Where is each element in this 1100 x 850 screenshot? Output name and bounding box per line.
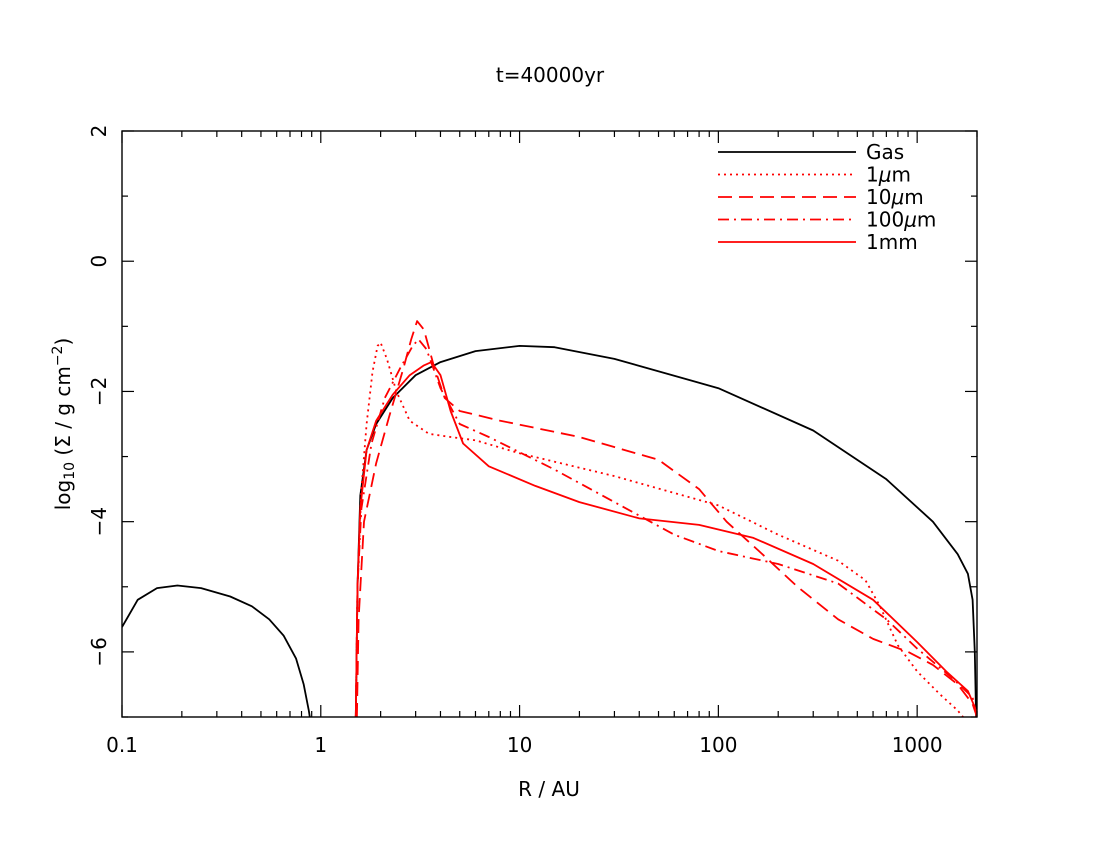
x-axis-label: R / AU [518,777,580,801]
x-tick-label: 0.1 [106,733,138,757]
y-axis-label-mid: (Σ / g cm [51,366,75,462]
y-axis-label-sub: 10 [62,462,78,480]
legend-label-2: 10μm [866,185,924,209]
y-axis-label-prefix: log [51,480,75,511]
x-tick-label: 10 [507,733,532,757]
y-tick-label: −6 [87,637,111,666]
y-tick-label: −4 [87,507,111,536]
series-line-1-seg-0 [354,341,964,717]
series-line-0-seg-0 [122,584,311,717]
y-tick-label: 0 [87,255,111,268]
legend-label-4: 1mm [866,230,918,254]
x-tick-label: 1 [314,733,327,757]
y-axis-label-sup: −2 [50,346,66,367]
series-line-3-seg-0 [354,338,977,717]
legend-label-0: Gas [866,140,904,164]
ticks-layer: 0.1 1 10 100 1000 2 0 −2 −4 −6 [87,125,978,757]
y-axis-label: log10 (Σ / g cm−2) [50,338,78,511]
plot-frame [121,130,978,718]
x-tick-label: 100 [699,733,737,757]
series-layer [122,320,977,717]
legend-label-1: 1μm [866,163,911,187]
series-line-2-seg-0 [356,320,977,717]
y-tick-label: −2 [87,377,111,406]
legend-label-3: 100μm [866,208,936,232]
x-tick-label: 1000 [892,733,943,757]
y-tick-label: 2 [87,125,111,138]
y-axis-label-suffix: ) [51,338,75,346]
series-line-4-seg-0 [354,361,977,717]
chart-title: t=40000yr [496,63,605,87]
